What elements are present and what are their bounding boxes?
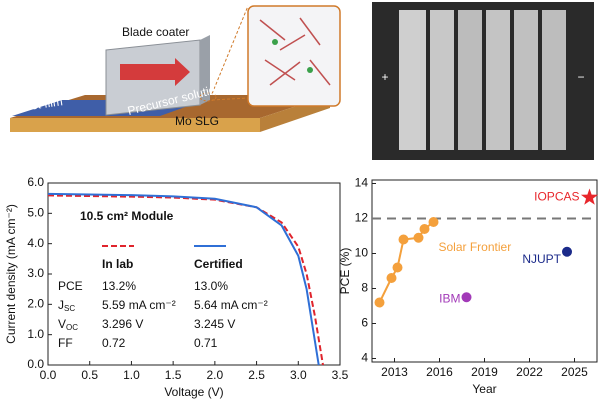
module-title: 10.5 cm² Module	[80, 209, 174, 223]
y-tick-label: 6	[361, 316, 368, 330]
x-tick-label: 3.5	[332, 368, 349, 382]
table-cell: 0.71	[194, 336, 218, 350]
series-label: Solar Frontier	[439, 240, 512, 254]
cell-stripe	[399, 10, 426, 150]
series-label: NJUPT	[522, 252, 561, 266]
cell-stripe	[430, 10, 454, 150]
module-photo: + −	[372, 2, 594, 160]
data-point	[428, 217, 439, 227]
x-tick-label: 2.5	[248, 368, 265, 382]
table-cell: 5.64 mA cm⁻²	[194, 298, 268, 312]
symbol: V	[58, 317, 66, 331]
series-label: IBM	[439, 291, 460, 305]
symbol: FF	[58, 336, 73, 350]
x-tick-label: 0.5	[81, 368, 98, 382]
table-row-label: JSC	[58, 298, 75, 313]
y-tick-label: 8	[361, 281, 368, 295]
symbol: PCE	[58, 279, 83, 293]
x-tick-label: 1.5	[165, 368, 182, 382]
subscript: OC	[66, 323, 78, 332]
table-row-label: PCE	[58, 279, 83, 293]
x-tick-label: 2016	[426, 365, 453, 379]
data-point	[413, 232, 424, 243]
table-cell: 0.72	[102, 336, 126, 350]
x-tick-label: 2019	[471, 365, 498, 379]
table-cell: 5.59 mA cm⁻²	[102, 298, 176, 312]
star-point	[580, 188, 599, 205]
molecular-inset	[247, 5, 341, 107]
terminal-label: +	[381, 70, 388, 84]
jv-curve	[47, 192, 320, 366]
data-point	[374, 297, 385, 308]
y-tick-label: 6.0	[27, 175, 44, 189]
cell-stripe	[458, 10, 482, 150]
x-tick-label: 3.0	[290, 368, 307, 382]
data-point	[386, 273, 397, 283]
label: Mo SLG	[175, 114, 219, 128]
x-tick-label: 2.0	[207, 368, 224, 382]
x-tick-label: 2022	[516, 365, 543, 379]
x-axis-label: Voltage (V)	[164, 385, 223, 399]
symbol: J	[58, 298, 64, 312]
table-cell: 13.0%	[194, 279, 228, 293]
atom	[307, 67, 313, 73]
legend-label: Certified	[194, 257, 243, 271]
terminal-label: −	[577, 70, 584, 84]
data-point	[419, 224, 430, 234]
charts: 0.0 0.5 1.0 1.5 2.0 2.5 3.0 3.5 0.0 1.0 2.0 3.0 4.0 5…	[4, 175, 599, 399]
table-cell: 3.245 V	[194, 317, 235, 331]
y-tick-label: 14	[355, 176, 369, 190]
legend-label: In lab	[102, 257, 133, 271]
substrate-side	[10, 118, 260, 132]
table-cell: 3.296 V	[102, 317, 143, 331]
series-label: IOPCAS	[534, 190, 579, 204]
y-tick-label: 1.0	[27, 327, 44, 341]
subscript: SC	[64, 304, 75, 313]
x-tick-label: 2013	[381, 365, 408, 379]
x-tick-label: 1.0	[123, 368, 140, 382]
table-row-label: FF	[58, 336, 73, 350]
x-axis-label: Year	[472, 382, 496, 396]
coating-illustration: Blade coater Wet film Precursor solution…	[10, 5, 341, 132]
y-tick-label: 3.0	[27, 266, 44, 280]
blade-side	[200, 35, 210, 105]
zoom-spot	[199, 92, 217, 102]
y-tick-label: 4.0	[27, 236, 44, 250]
molecules	[259, 17, 331, 86]
data-point	[398, 234, 409, 245]
y-tick-label: 4	[361, 351, 368, 365]
data-point	[392, 262, 403, 273]
y-tick-label: 5.0	[27, 206, 44, 220]
y-axis-label: PCE (%)	[338, 248, 352, 295]
plot-frame	[371, 179, 598, 363]
data-point	[562, 246, 572, 257]
cell-stripe	[542, 10, 566, 150]
x-tick-label: 0.0	[40, 368, 57, 382]
trend-line	[378, 221, 435, 303]
y-tick-label: 10	[355, 246, 369, 260]
table-cell: 13.2%	[102, 279, 136, 293]
atom	[272, 39, 278, 45]
direction-arrow	[120, 58, 190, 86]
y-axis-label: Current density (mA cm⁻²)	[4, 204, 18, 344]
cell-stripe	[514, 10, 538, 150]
zoom-line	[211, 5, 249, 95]
x-tick-label: 2025	[561, 365, 588, 379]
y-tick-label: 12	[355, 211, 369, 225]
cell-stripe	[486, 10, 510, 150]
label: Blade coater	[122, 25, 189, 39]
label: Wet film	[19, 94, 64, 114]
table-row-label: VOC	[58, 317, 78, 332]
y-tick-label: 2.0	[27, 297, 44, 311]
zoom-line	[211, 97, 249, 101]
y-tick-label: 0.0	[27, 357, 44, 371]
data-point	[461, 292, 472, 303]
